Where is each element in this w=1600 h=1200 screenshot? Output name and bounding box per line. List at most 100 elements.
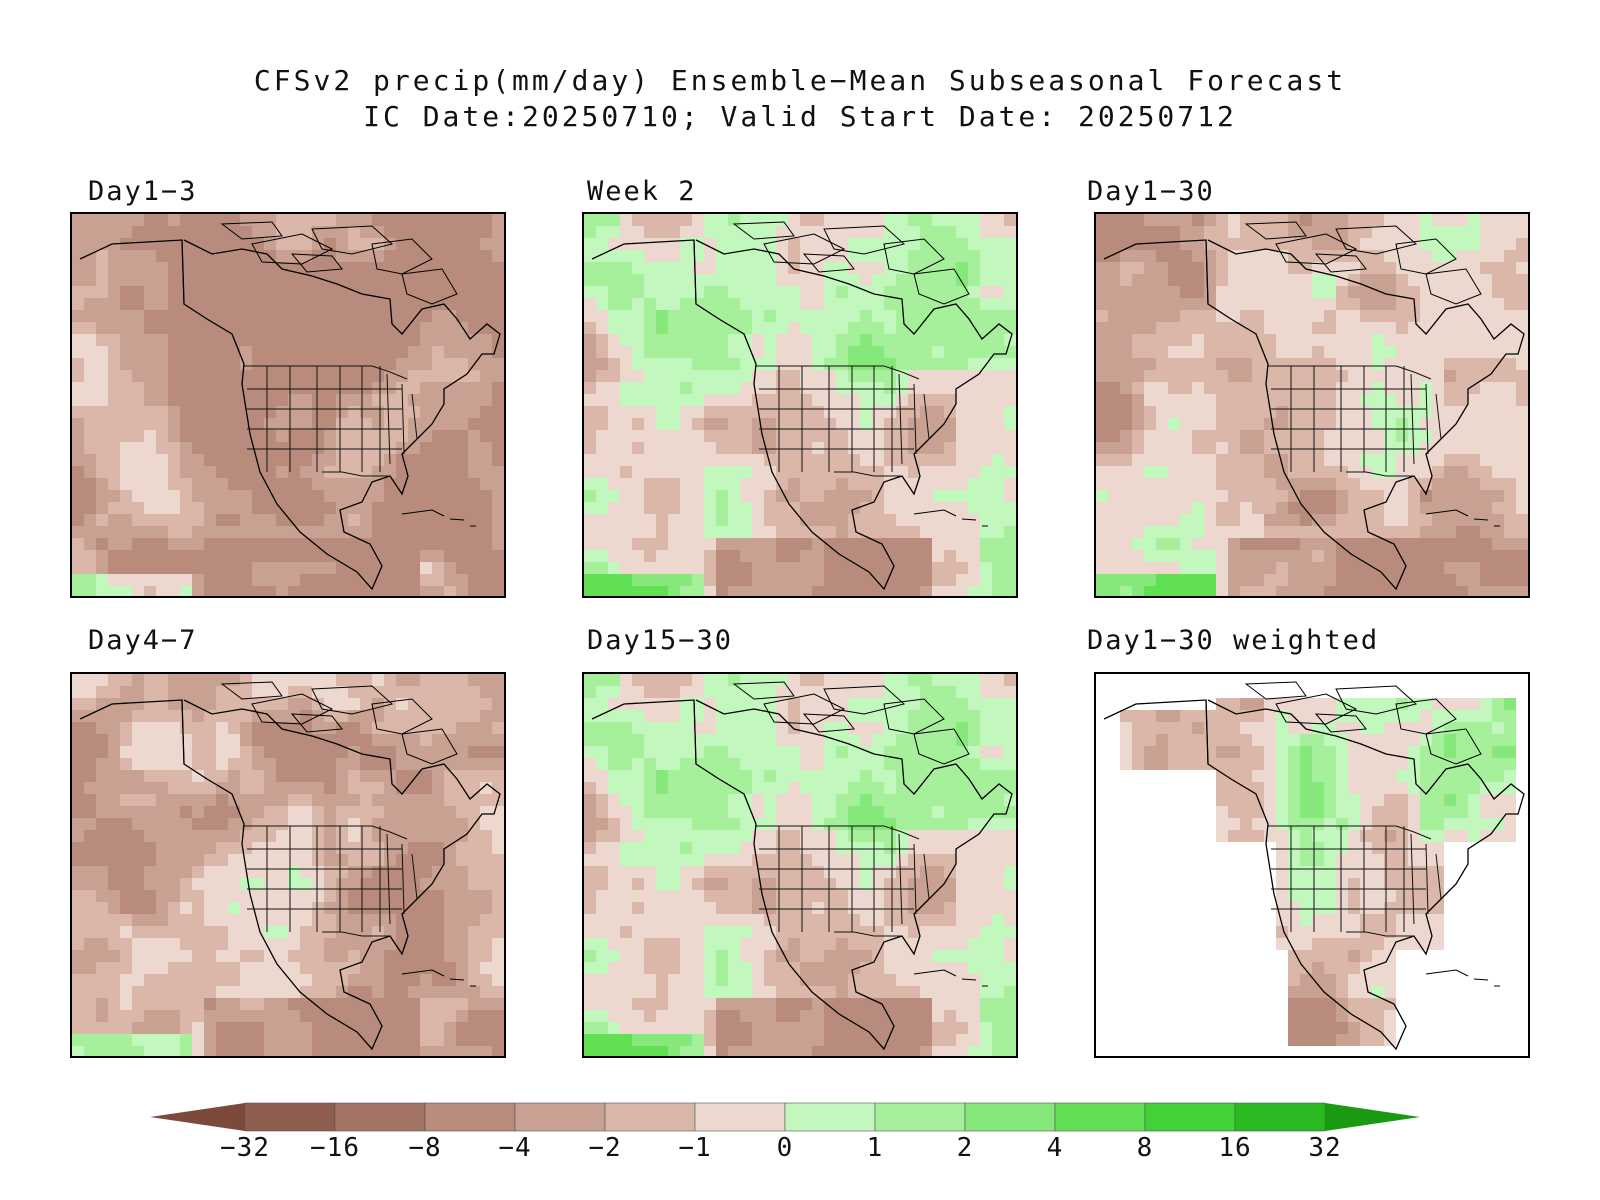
coastline-layer — [79, 681, 501, 1051]
alaska-border — [1205, 699, 1209, 765]
island-coastline — [251, 233, 334, 265]
island-coastline — [1335, 685, 1418, 715]
panel-title-day1-3: Day1−3 — [88, 176, 198, 207]
colorbar-swatch — [604, 1102, 696, 1132]
colorbar-swatch — [1234, 1102, 1326, 1132]
colorbar-tick-label: −4 — [498, 1133, 532, 1163]
caribbean-islands — [913, 969, 988, 987]
colorbar-swatch — [694, 1102, 786, 1132]
state-border — [1410, 373, 1442, 465]
figure-title-line1: CFSv2 precip(mm/day) Ensemble−Mean Subse… — [253, 64, 1347, 97]
colorbar-tick-label: 8 — [1136, 1133, 1154, 1163]
precip-field — [72, 214, 504, 596]
colorbar-swatch — [1054, 1102, 1146, 1132]
island-coastline — [732, 681, 795, 700]
state-border — [1268, 825, 1432, 840]
colorbar-swatch — [874, 1102, 966, 1132]
island-coastline — [1335, 225, 1418, 255]
colorbar-swatch — [514, 1102, 606, 1132]
state-border — [756, 365, 920, 380]
panel-title-day15-30: Day15−30 — [587, 625, 734, 656]
island-coastline — [311, 225, 394, 255]
island-coastline — [883, 238, 945, 275]
island-coastline — [1275, 693, 1358, 725]
precip-field — [1096, 674, 1528, 1056]
state-border — [756, 825, 920, 840]
figure-title-line2: IC Date:20250710; Valid Start Date: 2025… — [363, 100, 1237, 133]
coastline-layer — [79, 221, 501, 591]
island-coastline — [1395, 238, 1457, 275]
island-coastline — [251, 693, 334, 725]
panel-title-day1-30-weighted: Day1−30 weighted — [1087, 625, 1380, 656]
map-svg — [72, 214, 504, 596]
state-border — [386, 373, 418, 465]
caribbean-islands — [913, 509, 988, 527]
state-border — [1346, 931, 1414, 937]
island-coastline — [823, 685, 906, 715]
panel-title-week2: Week 2 — [587, 176, 697, 207]
island-coastline — [763, 233, 846, 265]
coastline-layer — [591, 221, 1013, 591]
island-coastline — [913, 268, 970, 305]
coastline-layer — [1103, 221, 1525, 591]
state-border — [1346, 471, 1414, 477]
state-border — [322, 471, 390, 477]
island-coastline — [1275, 233, 1358, 265]
alaska-border — [181, 699, 185, 765]
caribbean-islands — [401, 509, 476, 527]
state-border — [386, 833, 418, 925]
colorbar-swatch — [784, 1102, 876, 1132]
alaska-border — [1205, 239, 1209, 305]
colorbar-tick-label: 4 — [1046, 1133, 1064, 1163]
colorbar-swatch — [964, 1102, 1056, 1132]
colorbar-tick-label: 2 — [956, 1133, 974, 1163]
colorbar-left-arrow — [150, 1103, 245, 1131]
island-coastline — [401, 728, 458, 765]
caribbean-islands — [1425, 509, 1500, 527]
state-border — [1410, 833, 1442, 925]
colorbar-tick-label: 16 — [1218, 1133, 1252, 1163]
coastline-layer — [591, 681, 1013, 1051]
state-border — [244, 825, 408, 840]
precip-field — [584, 214, 1016, 596]
island-coastline — [802, 713, 855, 733]
map-svg — [1096, 674, 1528, 1056]
map-svg — [584, 674, 1016, 1056]
coastline — [79, 239, 501, 591]
state-border — [834, 471, 902, 477]
panel-title-day4-7: Day4−7 — [88, 625, 198, 656]
state-border — [244, 365, 408, 380]
colorbar-swatch — [334, 1102, 426, 1132]
coastline — [591, 239, 1013, 591]
island-coastline — [371, 238, 433, 275]
colorbar-tick-label: 1 — [866, 1133, 884, 1163]
island-coastline — [1314, 253, 1367, 273]
alaska-border — [693, 699, 697, 765]
island-coastline — [1314, 713, 1367, 733]
coastline-layer — [1103, 681, 1525, 1051]
island-coastline — [1425, 728, 1482, 765]
colorbar-tick-label: −2 — [588, 1133, 622, 1163]
island-coastline — [763, 693, 846, 725]
colorbar-swatch — [1144, 1102, 1236, 1132]
precip-field — [584, 674, 1016, 1056]
colorbar — [150, 1102, 1420, 1132]
map-panel-day1-3 — [70, 212, 506, 598]
island-coastline — [290, 713, 343, 733]
state-border — [322, 931, 390, 937]
island-coastline — [823, 225, 906, 255]
state-border — [898, 833, 930, 925]
colorbar-tick-label: −8 — [408, 1133, 442, 1163]
island-coastline — [1244, 681, 1307, 700]
state-border — [1268, 365, 1432, 380]
coastline — [1103, 699, 1525, 1051]
precip-field — [1096, 214, 1528, 596]
map-svg — [1096, 214, 1528, 596]
map-panel-day4-7 — [70, 672, 506, 1058]
island-coastline — [290, 253, 343, 273]
island-coastline — [371, 698, 433, 735]
coastline — [591, 699, 1013, 1051]
map-svg — [584, 214, 1016, 596]
island-coastline — [1425, 268, 1482, 305]
island-coastline — [913, 728, 970, 765]
